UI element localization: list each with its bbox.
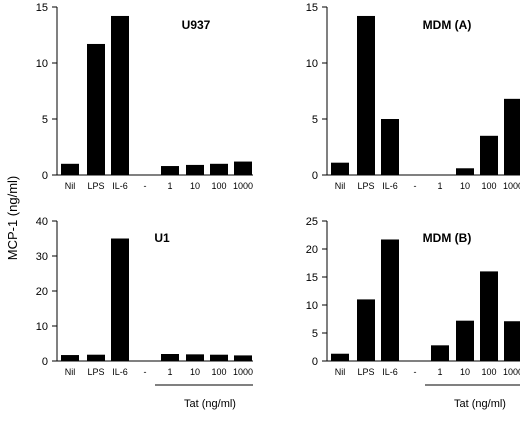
y-tick-label: 0 (42, 170, 48, 182)
x-tick-label: 10 (190, 181, 200, 191)
bar-100 (210, 163, 228, 175)
x-tick-label: IL-6 (112, 181, 128, 191)
bar-nil (61, 163, 79, 175)
y-tick-label: 10 (36, 58, 48, 70)
bar-nil (331, 162, 349, 175)
bar-1000 (234, 161, 252, 175)
x-tick-label: - (414, 367, 417, 377)
shared-y-axis-title: MCP-1 (ng/ml) (5, 176, 20, 261)
bar-100 (210, 354, 228, 361)
bar-1 (431, 345, 449, 361)
bar-10 (186, 354, 204, 361)
y-tick-label: 0 (312, 170, 318, 182)
x-tick-label: 1 (437, 181, 442, 191)
y-tick-label: 20 (36, 286, 48, 298)
x-tick-label: 1 (437, 367, 442, 377)
x-tick-label: Nil (335, 181, 346, 191)
bar-nil (61, 355, 79, 361)
x-tick-label: - (144, 367, 147, 377)
x-axis-title: Tat (ng/ml) (184, 398, 236, 410)
bar-il6 (381, 239, 399, 361)
bar-1000 (504, 98, 520, 175)
x-tick-label: 1000 (503, 367, 520, 377)
bar-100 (480, 271, 498, 361)
x-tick-label: Nil (65, 181, 76, 191)
x-tick-label: 100 (211, 181, 226, 191)
x-tick-label: 1 (167, 367, 172, 377)
bar-1 (161, 354, 179, 361)
bar-10 (456, 320, 474, 361)
x-tick-label: IL-6 (382, 181, 398, 191)
y-tick-label: 10 (306, 58, 318, 70)
bar-lps (87, 354, 105, 361)
x-tick-label: - (414, 181, 417, 191)
y-tick-label: 0 (42, 356, 48, 368)
bar-lps (357, 15, 375, 175)
x-tick-label: LPS (357, 367, 374, 377)
panel-title: U1 (154, 231, 170, 245)
x-tick-label: 100 (481, 181, 496, 191)
x-tick-label: IL-6 (382, 367, 398, 377)
bar-lps (357, 299, 375, 361)
y-tick-label: 40 (36, 216, 48, 228)
bar-il6 (381, 119, 399, 175)
y-tick-label: 15 (36, 2, 48, 14)
y-tick-label: 10 (36, 321, 48, 333)
x-tick-label: 10 (190, 367, 200, 377)
panel-title: U937 (182, 18, 211, 32)
x-tick-label: 1000 (503, 181, 520, 191)
x-tick-label: 1000 (233, 181, 253, 191)
panel-title: MDM (A) (423, 18, 472, 32)
y-tick-label: 5 (42, 114, 48, 126)
bar-1000 (504, 321, 520, 361)
x-tick-label: 100 (481, 367, 496, 377)
panel-title: MDM (B) (423, 231, 472, 245)
x-tick-label: Nil (65, 367, 76, 377)
x-tick-label: LPS (87, 367, 104, 377)
bar-lps (87, 43, 105, 176)
y-tick-label: 10 (306, 300, 318, 312)
y-tick-label: 15 (306, 2, 318, 14)
bar-1 (161, 166, 179, 175)
bar-100 (480, 135, 498, 175)
x-tick-label: 100 (211, 367, 226, 377)
y-tick-label: 5 (312, 114, 318, 126)
bar-10 (186, 164, 204, 175)
bar-il6 (111, 15, 129, 175)
y-tick-label: 20 (306, 244, 318, 256)
y-tick-label: 25 (306, 216, 318, 228)
x-tick-label: 1000 (233, 367, 253, 377)
x-tick-label: - (144, 181, 147, 191)
bar-il6 (111, 238, 129, 361)
bar-10 (456, 168, 474, 175)
x-tick-label: 10 (460, 367, 470, 377)
y-tick-label: 15 (306, 272, 318, 284)
x-tick-label: LPS (357, 181, 374, 191)
y-tick-label: 0 (312, 356, 318, 368)
x-tick-label: LPS (87, 181, 104, 191)
bar-1000 (234, 355, 252, 361)
bar-nil (331, 353, 349, 361)
x-tick-label: 10 (460, 181, 470, 191)
y-tick-label: 5 (312, 328, 318, 340)
x-tick-label: IL-6 (112, 367, 128, 377)
x-tick-label: Nil (335, 367, 346, 377)
y-tick-label: 30 (36, 251, 48, 263)
x-tick-label: 1 (167, 181, 172, 191)
x-axis-title: Tat (ng/ml) (454, 398, 506, 410)
